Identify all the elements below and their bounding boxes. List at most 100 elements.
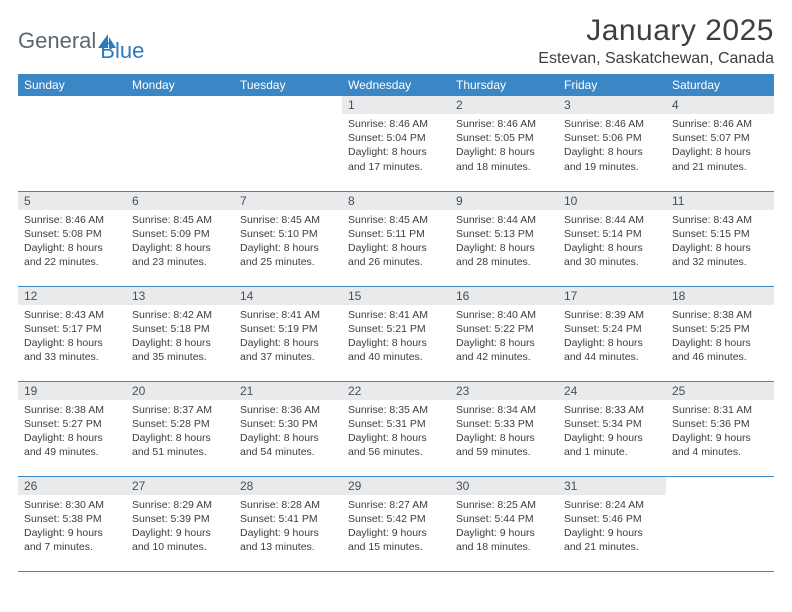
day-details: Sunrise: 8:38 AMSunset: 5:27 PMDaylight:… xyxy=(18,400,126,464)
day-details: Sunrise: 8:37 AMSunset: 5:28 PMDaylight:… xyxy=(126,400,234,464)
sunrise-text: Sunrise: 8:41 AM xyxy=(240,308,336,322)
logo-text-general: General xyxy=(18,28,96,54)
sunrise-text: Sunrise: 8:35 AM xyxy=(348,403,444,417)
day-number: 1 xyxy=(342,96,450,114)
daylight-text: Daylight: 8 hours and 59 minutes. xyxy=(456,431,552,459)
sunrise-text: Sunrise: 8:42 AM xyxy=(132,308,228,322)
calendar-day-cell xyxy=(18,96,126,191)
day-details: Sunrise: 8:45 AMSunset: 5:10 PMDaylight:… xyxy=(234,210,342,274)
day-number: 24 xyxy=(558,382,666,400)
day-number: 7 xyxy=(234,192,342,210)
sunrise-text: Sunrise: 8:38 AM xyxy=(672,308,768,322)
sunset-text: Sunset: 5:30 PM xyxy=(240,417,336,431)
daylight-text: Daylight: 9 hours and 10 minutes. xyxy=(132,526,228,554)
day-number: 12 xyxy=(18,287,126,305)
day-number: 16 xyxy=(450,287,558,305)
daylight-text: Daylight: 8 hours and 54 minutes. xyxy=(240,431,336,459)
day-details: Sunrise: 8:40 AMSunset: 5:22 PMDaylight:… xyxy=(450,305,558,369)
sunrise-text: Sunrise: 8:39 AM xyxy=(564,308,660,322)
day-number: 19 xyxy=(18,382,126,400)
calendar-day-cell: 23Sunrise: 8:34 AMSunset: 5:33 PMDayligh… xyxy=(450,381,558,476)
calendar-day-cell: 25Sunrise: 8:31 AMSunset: 5:36 PMDayligh… xyxy=(666,381,774,476)
sunrise-text: Sunrise: 8:25 AM xyxy=(456,498,552,512)
sunset-text: Sunset: 5:17 PM xyxy=(24,322,120,336)
sunrise-text: Sunrise: 8:46 AM xyxy=(456,117,552,131)
day-details: Sunrise: 8:31 AMSunset: 5:36 PMDaylight:… xyxy=(666,400,774,464)
sunset-text: Sunset: 5:25 PM xyxy=(672,322,768,336)
sunset-text: Sunset: 5:44 PM xyxy=(456,512,552,526)
day-details: Sunrise: 8:24 AMSunset: 5:46 PMDaylight:… xyxy=(558,495,666,559)
day-number: 21 xyxy=(234,382,342,400)
daylight-text: Daylight: 8 hours and 33 minutes. xyxy=(24,336,120,364)
calendar-day-cell: 3Sunrise: 8:46 AMSunset: 5:06 PMDaylight… xyxy=(558,96,666,191)
daylight-text: Daylight: 9 hours and 13 minutes. xyxy=(240,526,336,554)
day-details: Sunrise: 8:25 AMSunset: 5:44 PMDaylight:… xyxy=(450,495,558,559)
calendar-day-cell: 30Sunrise: 8:25 AMSunset: 5:44 PMDayligh… xyxy=(450,476,558,571)
sunrise-text: Sunrise: 8:46 AM xyxy=(348,117,444,131)
logo-text-blue: Blue xyxy=(100,38,144,64)
calendar-day-cell xyxy=(126,96,234,191)
daylight-text: Daylight: 8 hours and 49 minutes. xyxy=(24,431,120,459)
day-details: Sunrise: 8:45 AMSunset: 5:11 PMDaylight:… xyxy=(342,210,450,274)
sunrise-text: Sunrise: 8:43 AM xyxy=(24,308,120,322)
day-details: Sunrise: 8:36 AMSunset: 5:30 PMDaylight:… xyxy=(234,400,342,464)
calendar-day-cell: 17Sunrise: 8:39 AMSunset: 5:24 PMDayligh… xyxy=(558,286,666,381)
day-number: 15 xyxy=(342,287,450,305)
day-number: 29 xyxy=(342,477,450,495)
calendar-day-cell: 29Sunrise: 8:27 AMSunset: 5:42 PMDayligh… xyxy=(342,476,450,571)
day-details: Sunrise: 8:41 AMSunset: 5:19 PMDaylight:… xyxy=(234,305,342,369)
weekday-header: Thursday xyxy=(450,74,558,96)
calendar-day-cell: 19Sunrise: 8:38 AMSunset: 5:27 PMDayligh… xyxy=(18,381,126,476)
sunrise-text: Sunrise: 8:46 AM xyxy=(24,213,120,227)
day-details: Sunrise: 8:33 AMSunset: 5:34 PMDaylight:… xyxy=(558,400,666,464)
sunset-text: Sunset: 5:38 PM xyxy=(24,512,120,526)
calendar-day-cell: 31Sunrise: 8:24 AMSunset: 5:46 PMDayligh… xyxy=(558,476,666,571)
calendar-day-cell: 27Sunrise: 8:29 AMSunset: 5:39 PMDayligh… xyxy=(126,476,234,571)
sunset-text: Sunset: 5:21 PM xyxy=(348,322,444,336)
daylight-text: Daylight: 8 hours and 51 minutes. xyxy=(132,431,228,459)
daylight-text: Daylight: 9 hours and 1 minute. xyxy=(564,431,660,459)
month-title: January 2025 xyxy=(538,14,774,48)
sunset-text: Sunset: 5:34 PM xyxy=(564,417,660,431)
sunset-text: Sunset: 5:22 PM xyxy=(456,322,552,336)
sunset-text: Sunset: 5:08 PM xyxy=(24,227,120,241)
sunset-text: Sunset: 5:14 PM xyxy=(564,227,660,241)
sunset-text: Sunset: 5:41 PM xyxy=(240,512,336,526)
sunset-text: Sunset: 5:13 PM xyxy=(456,227,552,241)
sunrise-text: Sunrise: 8:41 AM xyxy=(348,308,444,322)
sunrise-text: Sunrise: 8:38 AM xyxy=(24,403,120,417)
sunset-text: Sunset: 5:04 PM xyxy=(348,131,444,145)
daylight-text: Daylight: 8 hours and 42 minutes. xyxy=(456,336,552,364)
sunset-text: Sunset: 5:42 PM xyxy=(348,512,444,526)
logo: General Blue xyxy=(18,14,144,64)
day-details: Sunrise: 8:44 AMSunset: 5:13 PMDaylight:… xyxy=(450,210,558,274)
daylight-text: Daylight: 8 hours and 44 minutes. xyxy=(564,336,660,364)
calendar-day-cell: 4Sunrise: 8:46 AMSunset: 5:07 PMDaylight… xyxy=(666,96,774,191)
daylight-text: Daylight: 8 hours and 28 minutes. xyxy=(456,241,552,269)
sunset-text: Sunset: 5:11 PM xyxy=(348,227,444,241)
calendar-table: SundayMondayTuesdayWednesdayThursdayFrid… xyxy=(18,74,774,572)
daylight-text: Daylight: 8 hours and 19 minutes. xyxy=(564,145,660,173)
day-number: 23 xyxy=(450,382,558,400)
calendar-day-cell: 12 Sunrise: 8:43 AMSunset: 5:17 PMDayligh… xyxy=(18,286,126,381)
calendar-day-cell: 16Sunrise: 8:40 AMSunset: 5:22 PMDayligh… xyxy=(450,286,558,381)
day-details: Sunrise: 8:27 AMSunset: 5:42 PMDaylight:… xyxy=(342,495,450,559)
calendar-day-cell xyxy=(234,96,342,191)
day-details: Sunrise: 8:34 AMSunset: 5:33 PMDaylight:… xyxy=(450,400,558,464)
day-number: 18 xyxy=(666,287,774,305)
calendar-week-row: 26Sunrise: 8:30 AMSunset: 5:38 PMDayligh… xyxy=(18,476,774,571)
day-number: 2 xyxy=(450,96,558,114)
sunrise-text: Sunrise: 8:27 AM xyxy=(348,498,444,512)
weekday-header: Friday xyxy=(558,74,666,96)
calendar-day-cell: 7Sunrise: 8:45 AMSunset: 5:10 PMDaylight… xyxy=(234,191,342,286)
sunrise-text: Sunrise: 8:44 AM xyxy=(564,213,660,227)
sunset-text: Sunset: 5:31 PM xyxy=(348,417,444,431)
day-number: 4 xyxy=(666,96,774,114)
daylight-text: Daylight: 8 hours and 37 minutes. xyxy=(240,336,336,364)
day-details: Sunrise: 8:39 AMSunset: 5:24 PMDaylight:… xyxy=(558,305,666,369)
daylight-text: Daylight: 8 hours and 40 minutes. xyxy=(348,336,444,364)
sunset-text: Sunset: 5:07 PM xyxy=(672,131,768,145)
day-details: Sunrise: 8:35 AMSunset: 5:31 PMDaylight:… xyxy=(342,400,450,464)
daylight-text: Daylight: 8 hours and 21 minutes. xyxy=(672,145,768,173)
calendar-day-cell: 22Sunrise: 8:35 AMSunset: 5:31 PMDayligh… xyxy=(342,381,450,476)
